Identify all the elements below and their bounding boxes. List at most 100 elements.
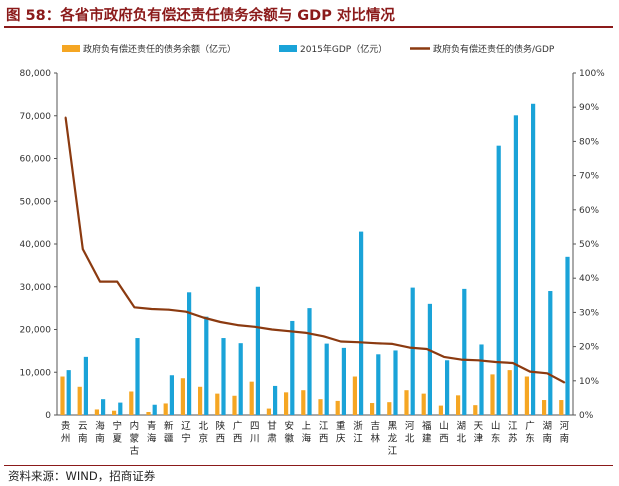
left-tick-label: 10,000 [20, 368, 52, 378]
legend-swatch-debt [62, 45, 80, 52]
bar-gdp [496, 145, 501, 416]
right-tick-label: 30% [579, 308, 599, 318]
bar-debt [301, 390, 306, 415]
ratio-line [64, 117, 565, 384]
ratio-point [288, 330, 291, 333]
bar-debt [129, 391, 134, 415]
bar-gdp [462, 288, 467, 415]
category-label: 北京 [198, 421, 208, 445]
source-note: 资料来源：WIND，招商证券 [8, 469, 156, 483]
bar-gdp [273, 385, 278, 415]
category-label: 河北 [405, 420, 415, 445]
figure-title: 图 58：各省市政府负有偿还责任债务余额与 GDP 对比情况 [6, 8, 395, 24]
category-label: 山东 [491, 421, 501, 445]
ratio-point [546, 372, 549, 375]
ratio-point [305, 332, 308, 334]
category-label: 青海 [147, 420, 157, 445]
bar-gdp [393, 350, 398, 415]
right-tick-label: 80% [579, 137, 599, 147]
bar-gdp [118, 402, 123, 415]
ratio-point [563, 381, 566, 384]
bar-debt [335, 400, 340, 415]
bar-gdp [101, 399, 106, 415]
bar-debt [473, 405, 478, 415]
title-divider [4, 26, 613, 28]
bar-debt [60, 376, 65, 415]
legend-label-gdp: 2015年GDP（亿元） [300, 43, 387, 55]
ratio-point [99, 280, 101, 283]
ratio-point [511, 362, 514, 364]
ratio-line-series [64, 116, 566, 384]
ratio-point [64, 116, 67, 119]
category-label: 陕西 [216, 420, 226, 445]
bar-debt [180, 378, 185, 415]
ratio-point [460, 358, 463, 361]
bar-gdp [83, 356, 88, 415]
right-tick-label: 0% [579, 411, 594, 421]
ratio-point [443, 355, 445, 358]
bar-debt [94, 409, 99, 415]
bar-gdp [565, 256, 570, 415]
category-label: 宁夏 [112, 420, 122, 445]
category-label: 上海 [302, 421, 312, 445]
legend-label-debt: 政府负有偿还责任的债务余额（亿元） [83, 43, 236, 55]
bar-debt [370, 403, 375, 415]
left-tick-label: 30,000 [20, 283, 52, 293]
ratio-point [167, 308, 170, 311]
left-tick-label: 70,000 [20, 112, 52, 122]
right-tick-label: 10% [579, 377, 599, 387]
category-label: 湖北 [456, 421, 466, 445]
ratio-point [374, 342, 377, 345]
category-label: 辽宁 [181, 420, 191, 445]
bar-gdp [324, 343, 329, 415]
bar-gdp [187, 292, 192, 415]
category-label: 河南 [560, 420, 570, 445]
category-label: 海南 [95, 420, 105, 445]
category-label: 四川 [250, 421, 260, 445]
right-tick-label: 90% [579, 103, 599, 113]
category-labels: 贵州云南海南宁夏内蒙古青海新疆辽宁北京陕西广西四川甘肃安徽上海江西重庆浙江吉林黑… [61, 420, 570, 457]
legend-label-ratio: 政府负有偿还责任的债务/GDP [433, 43, 555, 55]
bar-gdp [135, 338, 140, 415]
bar-debt [438, 405, 443, 415]
category-label: 浙江 [353, 420, 363, 445]
category-label: 云南 [78, 421, 88, 445]
bar-gdp [479, 344, 484, 415]
ratio-point [425, 348, 428, 350]
category-label: 重庆 [336, 420, 346, 445]
bar-gdp [204, 316, 209, 415]
category-label: 山西 [439, 421, 449, 445]
category-label: 甘肃 [267, 420, 277, 445]
bar-gdp [290, 320, 295, 415]
category-label: 新疆 [164, 420, 174, 445]
ratio-point [253, 325, 256, 328]
ratio-point [339, 340, 342, 343]
category-label: 江苏 [508, 421, 518, 445]
bar-debt [456, 395, 461, 415]
ratio-point [116, 280, 119, 283]
bar-debt [112, 410, 117, 415]
bar-debt [542, 400, 547, 415]
bar-gdp [66, 370, 71, 415]
ratio-point [391, 342, 394, 345]
bar-debt [507, 370, 512, 415]
right-tick-label: 40% [579, 274, 599, 284]
left-axis: 0 10,000 20,000 30,000 40,000 50,000 60,000 70,… [20, 69, 573, 421]
bar-gdp [238, 343, 243, 415]
category-label: 福建 [422, 420, 432, 445]
bar-debt [387, 402, 392, 415]
bar-gdp [513, 115, 518, 415]
ratio-point [185, 310, 187, 313]
footer-divider [4, 465, 613, 466]
category-label: 安徽 [284, 420, 294, 445]
category-label: 内蒙古 [130, 420, 140, 457]
ratio-point [202, 316, 205, 319]
left-tick-label: 80,000 [20, 69, 52, 79]
bar-gdp [445, 360, 450, 415]
ratio-point [133, 306, 136, 309]
ratio-point [150, 308, 153, 310]
category-label: 天津 [474, 421, 484, 445]
right-axis: 0% 10% 20% 30% 40% 50% 60% 70% 80% 90% 100% [572, 69, 605, 421]
bar-gdp [531, 103, 536, 415]
category-label: 黑龙江 [388, 421, 398, 457]
